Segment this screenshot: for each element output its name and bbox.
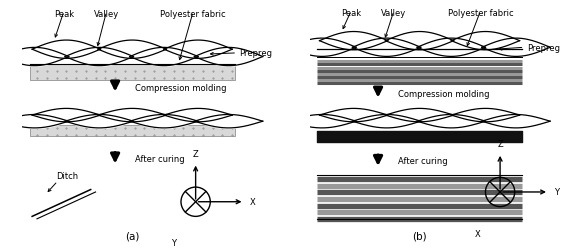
Text: Y: Y [554, 188, 559, 197]
Text: Y: Y [171, 238, 176, 247]
Text: Z: Z [193, 149, 198, 158]
Text: Ditch: Ditch [56, 171, 79, 180]
Text: Polyester fabric: Polyester fabric [161, 10, 226, 19]
Text: Polyester fabric: Polyester fabric [448, 9, 513, 18]
Text: Compression molding: Compression molding [134, 84, 226, 93]
Text: X: X [249, 198, 255, 206]
Text: X: X [475, 229, 481, 238]
Bar [30, 125, 235, 136]
Text: (a): (a) [125, 231, 139, 241]
Text: Valley: Valley [94, 10, 119, 19]
Text: Prepreg: Prepreg [240, 49, 272, 58]
Text: After curing: After curing [134, 154, 184, 163]
Text: Prepreg: Prepreg [527, 44, 560, 52]
Text: Valley: Valley [381, 9, 407, 18]
Text: Peak: Peak [54, 10, 74, 19]
Bar [30, 64, 235, 80]
Text: (b): (b) [412, 231, 427, 241]
Text: Compression molding: Compression molding [398, 89, 489, 98]
Text: After curing: After curing [398, 156, 447, 165]
Text: Peak: Peak [341, 9, 361, 18]
Text: Z: Z [497, 140, 503, 148]
